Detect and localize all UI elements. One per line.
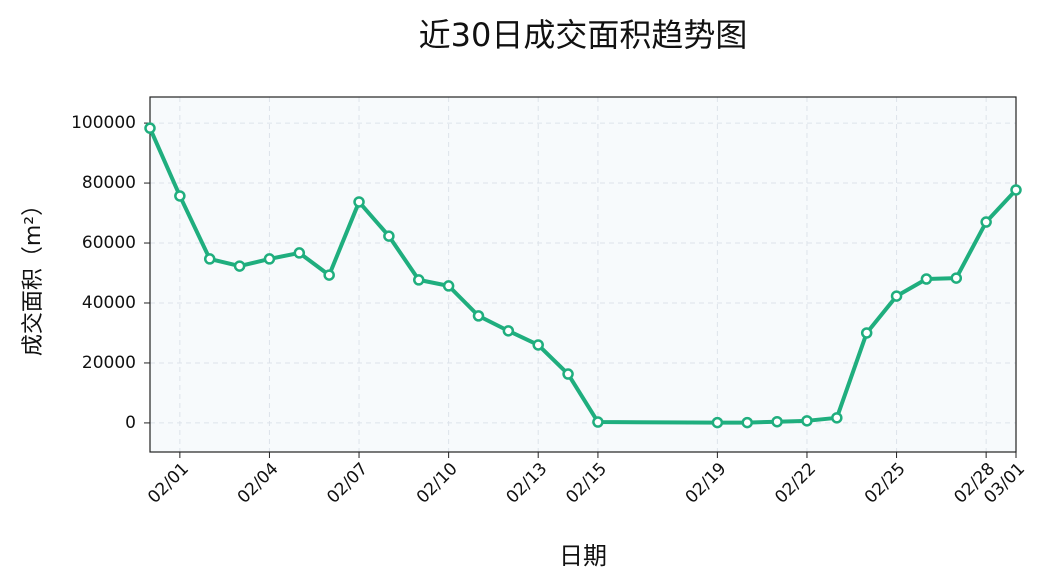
data-point <box>144 122 156 134</box>
y-tick-label: 40000 <box>82 293 136 313</box>
data-point <box>920 273 933 285</box>
plot-area <box>150 97 1016 452</box>
data-point <box>1010 184 1022 196</box>
data-point <box>860 327 873 339</box>
data-point <box>532 339 544 351</box>
x-tick-label: 02/15 <box>562 459 611 508</box>
y-axis-label: 成交面积（m²） <box>21 194 46 356</box>
data-point <box>831 412 843 424</box>
data-point <box>890 290 903 302</box>
data-point <box>502 325 515 337</box>
data-point <box>383 230 395 242</box>
data-point <box>174 190 186 202</box>
data-point <box>771 415 783 428</box>
data-point <box>562 368 574 380</box>
y-tick-label: 0 <box>125 413 136 433</box>
data-point <box>950 272 963 284</box>
data-point <box>801 415 813 427</box>
data-point <box>203 253 216 265</box>
data-point <box>711 416 724 429</box>
y-tick-label: 60000 <box>82 233 136 253</box>
x-axis-label: 日期 <box>559 542 607 570</box>
y-tick-label: 20000 <box>82 353 136 373</box>
x-tick-label: 02/19 <box>682 459 731 508</box>
data-point <box>741 416 753 429</box>
data-point <box>323 269 335 281</box>
plot-border <box>149 96 1017 453</box>
data-point <box>233 260 246 272</box>
data-point <box>592 416 604 428</box>
data-point <box>413 274 425 286</box>
x-tick-label: 02/25 <box>861 459 910 508</box>
x-tick-label: 02/04 <box>234 459 283 508</box>
data-point <box>263 253 276 265</box>
y-tick-label: 80000 <box>82 173 136 193</box>
data-point <box>980 216 992 228</box>
x-tick-label: 02/22 <box>771 459 820 508</box>
x-tick-label: 02/13 <box>502 459 551 508</box>
data-point <box>293 247 306 259</box>
y-tick-label: 100000 <box>71 113 136 133</box>
x-tick-label: 02/07 <box>323 459 372 508</box>
data-point <box>472 310 485 322</box>
chart-title: 近30日成交面积趋势图 <box>419 16 748 54</box>
x-tick-label: 02/01 <box>144 459 193 508</box>
data-point <box>442 280 455 292</box>
x-tick-label: 02/10 <box>413 459 462 508</box>
data-point <box>353 196 365 208</box>
